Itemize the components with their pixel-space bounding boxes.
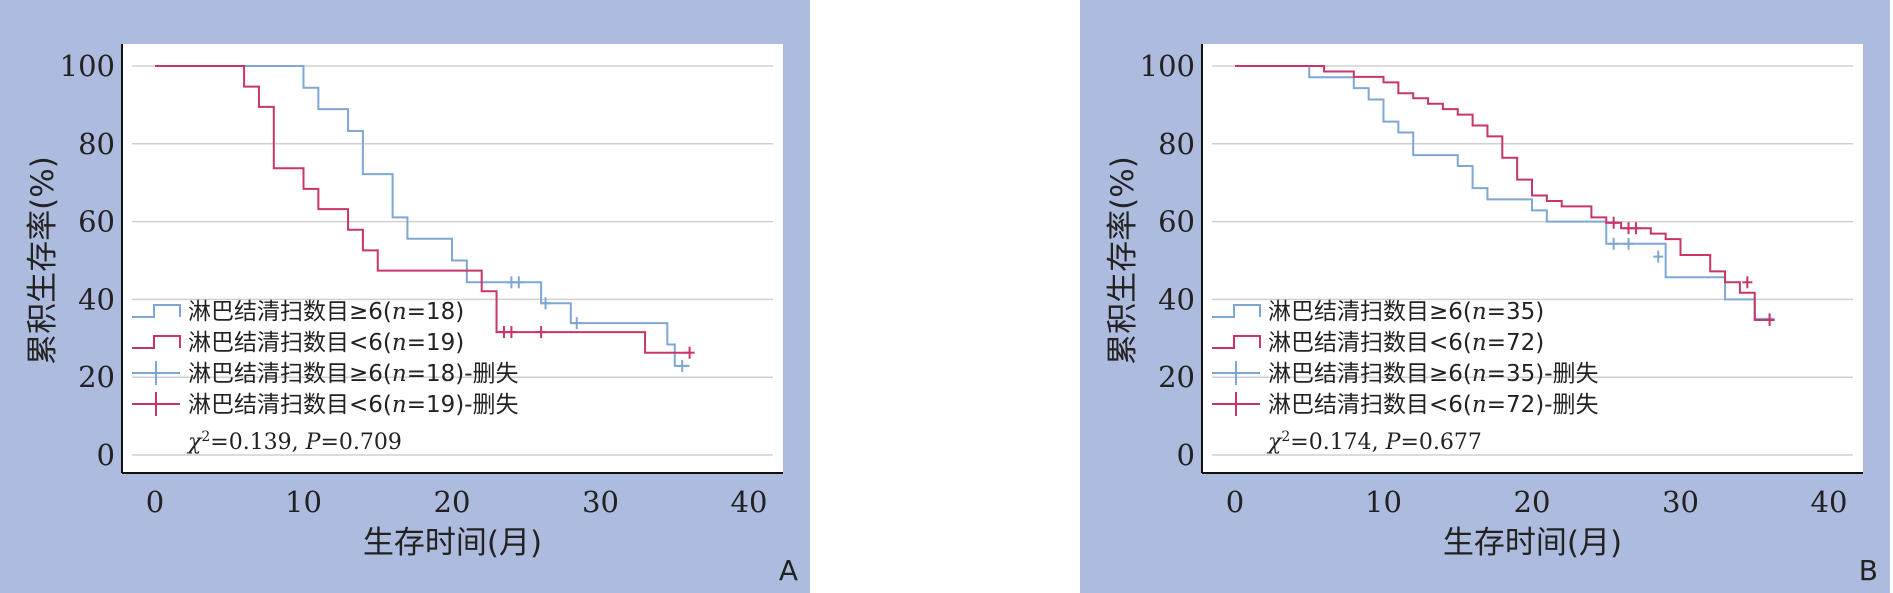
legend-label: 淋巴结清扫数目<6(n=19)-删失 (188, 392, 519, 418)
legend-label: 淋巴结清扫数目≥6(n=18)-删失 (188, 361, 519, 387)
x-axis-title: 生存时间(月) (363, 525, 542, 561)
panel-letter: B (1859, 554, 1878, 587)
x-tick-label: 10 (1365, 485, 1402, 519)
panel-a: 0 20 40 60 80 100 0 10 20 30 40 生存时间(月) 累积生存率(%) 淋巴结清… (0, 0, 810, 593)
x-tick-label: 20 (434, 485, 471, 519)
km-chart-a: 0 20 40 60 80 100 0 10 20 30 40 生存时间(月) 累积生存率(%) 淋巴结清… (25, 44, 798, 587)
legend-label: 淋巴结清扫数目<6(n=72)-删失 (1268, 392, 1599, 418)
y-tick-label: 60 (78, 205, 115, 239)
panel-b: 0 20 40 60 80 100 0 10 20 30 40 生存时间(月) 累积生存率(%) 淋巴结清… (1080, 0, 1890, 593)
survival-curve-0 (1235, 65, 1770, 320)
survival-curve-1 (1235, 65, 1770, 322)
legend-swatch-step (1212, 335, 1261, 349)
stat-label: χ2=0.139, P=0.709 (186, 429, 402, 455)
legend-label: 淋巴结清扫数目<6(n=72) (1268, 330, 1544, 356)
x-tick-label: 0 (1226, 485, 1244, 519)
y-tick-label: 100 (1140, 49, 1195, 83)
y-tick-label: 60 (1158, 205, 1195, 239)
x-tick-label: 10 (285, 485, 322, 519)
y-tick-label: 0 (1177, 438, 1195, 472)
x-tick-label: 40 (731, 485, 768, 519)
y-tick-label: 100 (60, 49, 115, 83)
y-tick-label: 80 (1158, 127, 1195, 161)
x-tick-label: 30 (582, 485, 619, 519)
km-chart-b: 0 20 40 60 80 100 0 10 20 30 40 生存时间(月) 累积生存率(%) 淋巴结清… (1105, 44, 1878, 587)
legend-label: 淋巴结清扫数目≥6(n=35)-删失 (1268, 361, 1599, 387)
x-tick-label: 30 (1662, 485, 1699, 519)
panel-letter: A (779, 554, 798, 587)
y-tick-label: 40 (78, 282, 115, 316)
legend-label: 淋巴结清扫数目<6(n=19) (188, 330, 464, 356)
x-tick-label: 40 (1811, 485, 1848, 519)
legend-swatch-step (1212, 304, 1261, 318)
plot-area (1202, 44, 1863, 473)
legend-swatch-step (132, 335, 181, 349)
x-tick-label: 20 (1514, 485, 1551, 519)
y-tick-label: 0 (97, 438, 115, 472)
y-axis-title: 累积生存率(%) (1105, 156, 1141, 365)
survival-curve-1 (155, 65, 690, 354)
y-tick-label: 20 (78, 360, 115, 394)
stat-label: χ2=0.174, P=0.677 (1266, 429, 1482, 455)
x-tick-label: 0 (146, 485, 164, 519)
y-tick-label: 80 (78, 127, 115, 161)
y-tick-label: 20 (1158, 360, 1195, 394)
legend-label: 淋巴结清扫数目≥6(n=18) (188, 299, 464, 325)
y-tick-label: 40 (1158, 282, 1195, 316)
y-axis-title: 累积生存率(%) (25, 156, 61, 365)
legend-swatch-step (132, 304, 181, 318)
x-axis-title: 生存时间(月) (1443, 525, 1622, 561)
legend-label: 淋巴结清扫数目≥6(n=35) (1268, 299, 1544, 325)
survival-curve-0 (155, 65, 690, 367)
